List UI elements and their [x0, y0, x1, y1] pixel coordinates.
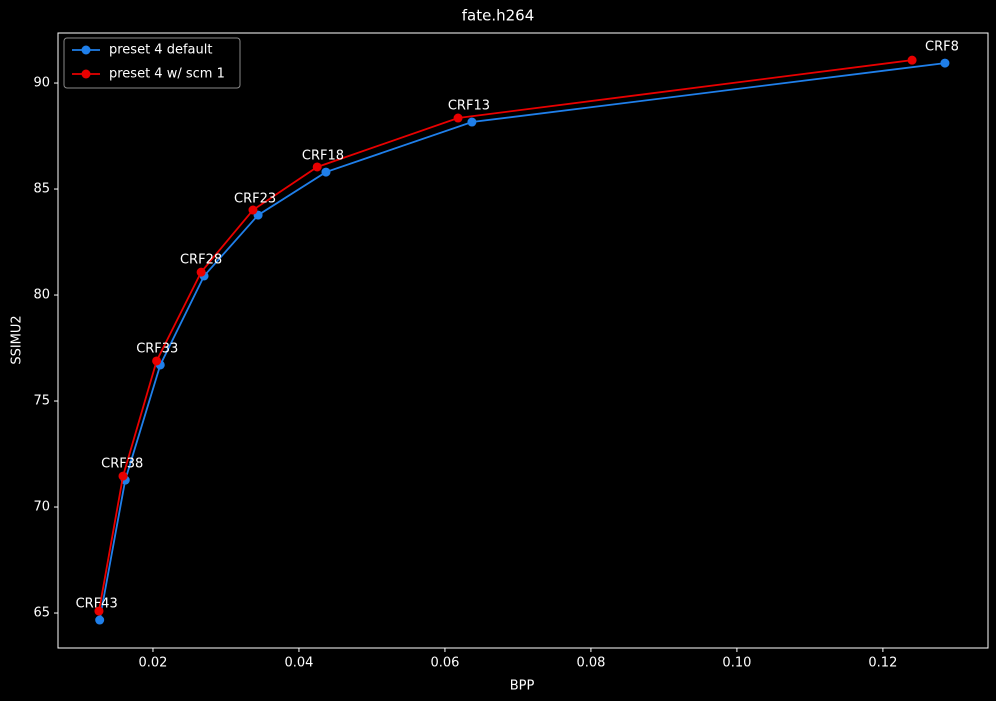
marker: [321, 167, 331, 177]
marker: [118, 471, 128, 481]
plot-frame: [57, 32, 989, 649]
y-tick-label: 80: [33, 288, 50, 303]
annotation: CRF33: [136, 341, 178, 356]
x-tick-label: 0.02: [138, 656, 167, 671]
marker: [312, 162, 322, 172]
marker: [467, 117, 477, 127]
marker: [453, 113, 463, 123]
marker: [907, 55, 917, 65]
x-axis-label: BPP: [510, 679, 535, 694]
annotation: CRF13: [448, 99, 490, 114]
x-tick-label: 0.10: [722, 656, 751, 671]
annotation: CRF38: [101, 457, 143, 472]
y-tick-label: 65: [33, 606, 50, 621]
legend-marker: [81, 69, 91, 79]
y-tick-label: 90: [33, 76, 50, 91]
marker: [248, 205, 258, 215]
series-line: [98, 62, 946, 621]
legend-label: preset 4 default: [109, 43, 212, 58]
marker: [152, 356, 162, 366]
y-axis-label: SSIMU2: [10, 315, 25, 364]
annotation: CRF43: [76, 597, 118, 612]
y-tick-label: 85: [33, 182, 50, 197]
marker: [196, 267, 206, 277]
series-line: [98, 59, 913, 612]
marker: [94, 606, 104, 616]
annotation: CRF23: [234, 192, 276, 207]
legend-label: preset 4 w/ scm 1: [109, 67, 225, 82]
x-tick-label: 0.12: [868, 656, 897, 671]
annotation: CRF28: [180, 252, 222, 267]
marker: [940, 58, 950, 68]
legend-box: [63, 37, 241, 89]
x-tick-label: 0.06: [430, 656, 459, 671]
y-tick-label: 70: [33, 500, 50, 515]
x-tick-label: 0.04: [284, 656, 313, 671]
marker: [95, 615, 105, 625]
annotation: CRF18: [302, 149, 344, 164]
chart-title: fate.h264: [462, 7, 535, 25]
y-tick-label: 75: [33, 394, 50, 409]
annotation: CRF8: [925, 40, 959, 55]
x-tick-label: 0.08: [576, 656, 605, 671]
legend-marker: [81, 45, 91, 55]
